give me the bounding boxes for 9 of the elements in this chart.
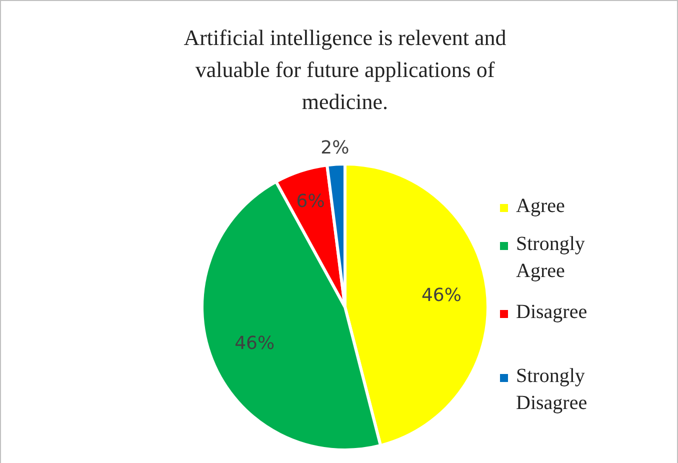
data-label: 6% (296, 191, 325, 212)
data-label: 46% (234, 333, 275, 354)
chart-title: Artificial intelligence is relevent and valuable for future applications of medicine. (184, 25, 506, 114)
legend-label: Strongly Agree (516, 233, 585, 282)
legend-label: Disagree (516, 301, 588, 323)
legend-label: Strongly Disagree (516, 365, 588, 414)
data-label: 2% (320, 137, 350, 158)
legend-label: Agree (516, 195, 565, 217)
data-label: 46% (421, 285, 462, 306)
